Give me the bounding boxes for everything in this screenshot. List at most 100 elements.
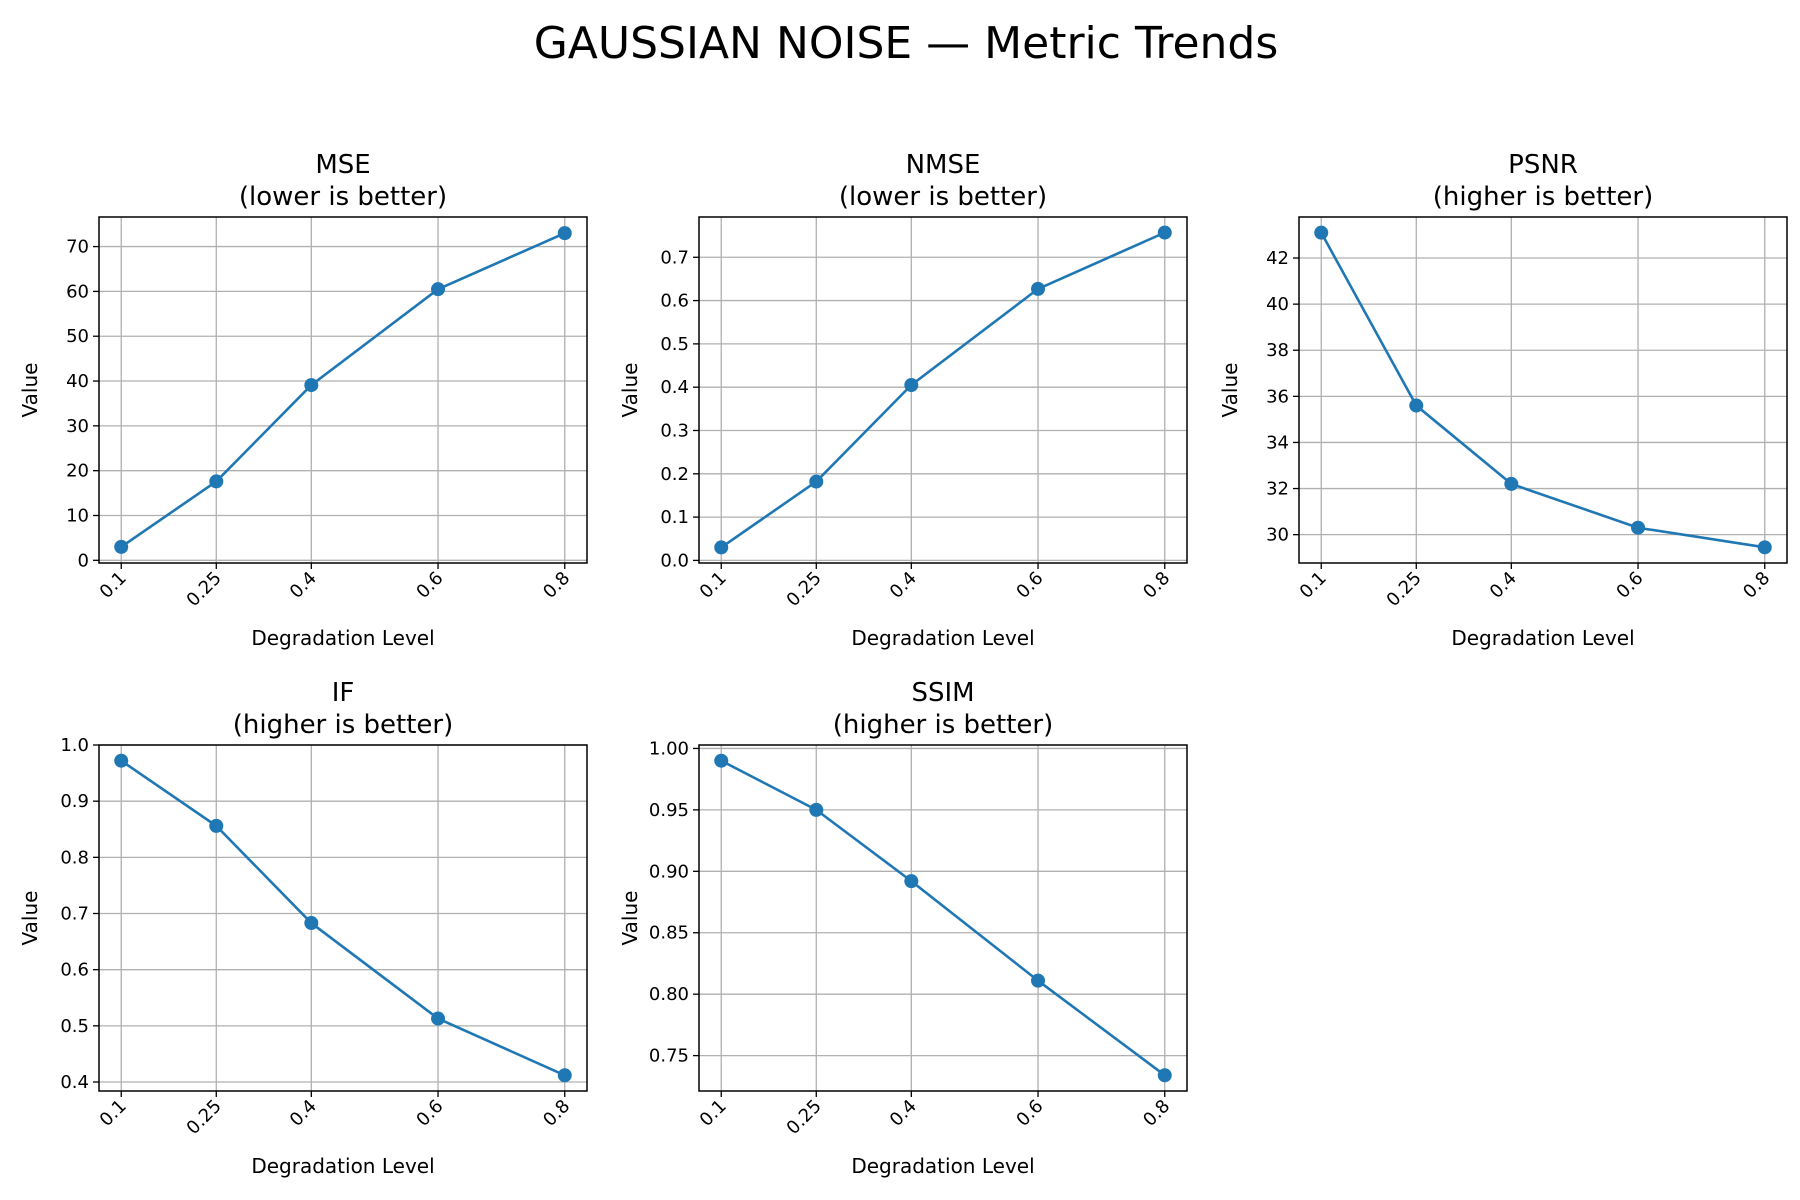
y-tick-label: 30 [66,416,89,437]
panel-title-line: (lower is better) [839,182,1047,212]
y-tick-label: 0.5 [660,334,689,355]
data-point [431,1011,446,1026]
y-tick-label: 1.00 [649,738,689,759]
x-axis-label: Degradation Level [851,1154,1034,1178]
data-point [1504,476,1519,491]
series-line-ssim [720,759,1166,1077]
y-axis-label: Value [618,891,642,946]
x-tick-label: 0.8 [1739,568,1774,603]
y-tick-label: 0.9 [60,791,89,812]
x-tick-label: 0.6 [412,1096,447,1131]
x-tick-label: 0.8 [1139,568,1174,603]
y-tick-label: 0.8 [60,847,89,868]
x-tick-label: 0.4 [286,1096,321,1131]
x-tick-label: 0.25 [1383,568,1426,611]
panel-title-if: IF (higher is better) [233,678,454,740]
panel-if: IF (higher is better) 0.4 0.5 0.6 0.7 0.8 0.9 1.… [18,678,588,1178]
x-tick-label: 0.1 [696,568,731,603]
data-point [1157,1068,1172,1083]
x-axis-label: Degradation Level [851,626,1034,650]
x-tick-label: 0.6 [1012,1096,1047,1131]
x-tick-label: 0.1 [96,1096,131,1131]
y-tick-label: 0.1 [660,507,689,528]
x-tick-label: 0.25 [183,1096,226,1139]
panel-title-line: MSE [315,150,370,180]
y-tick-label: 1.0 [60,735,89,756]
data-point [714,540,729,555]
y-tick-label: 30 [1266,525,1289,546]
series-line-psnr [1320,232,1765,549]
y-axis-label: Value [18,891,42,946]
data-point [114,753,129,768]
y-tick-label: 34 [1266,432,1289,453]
x-tick-label: 0.6 [412,568,447,603]
x-tick-label: 0.1 [96,568,131,603]
y-tick-label: 0.4 [660,377,689,398]
panel-title-mse: MSE (lower is better) [239,150,447,212]
panel-title-line: (higher is better) [833,710,1054,740]
data-point [209,818,224,833]
panel-title-line: (higher is better) [233,710,454,740]
axes-frame [698,744,1188,1092]
y-tick-label: 0.2 [660,464,689,485]
y-tick-label: 40 [66,371,89,392]
data-point [1314,225,1329,240]
data-point [304,378,319,393]
y-tick-label: 38 [1266,340,1289,361]
panel-ssim: SSIM (higher is better) 0.75 0.80 0.85 0.90 0.… [618,678,1188,1178]
panel-title-line: (higher is better) [1433,182,1654,212]
y-tick-label: 0.85 [649,923,689,944]
x-axis-label: Degradation Level [251,1154,434,1178]
panel-title-psnr: PSNR (higher is better) [1433,150,1654,212]
data-point [1409,398,1424,413]
y-tick-label: 42 [1266,248,1289,269]
data-point [557,1068,572,1083]
data-point [809,474,824,489]
data-point [431,282,446,297]
x-tick-label: 0.1 [1296,568,1331,603]
x-tick-label: 0.25 [783,1096,826,1139]
x-axis-label: Degradation Level [251,626,434,650]
x-tick-label: 0.4 [286,568,321,603]
y-axis-label: Value [18,363,42,418]
data-point [809,802,824,817]
y-tick-label: 0.7 [660,247,689,268]
y-tick-label: 36 [1266,386,1289,407]
x-tick-label: 0.25 [783,568,826,611]
panel-title-line: PSNR [1508,150,1578,180]
x-tick-label: 0.8 [1139,1096,1174,1131]
x-tick-label: 0.4 [886,568,921,603]
x-tick-label: 0.4 [1486,568,1521,603]
y-tick-label: 0.0 [660,550,689,571]
data-point [1631,520,1646,535]
axes-frame [98,216,588,564]
axes-frame [698,216,1188,564]
data-point [1031,973,1046,988]
y-tick-label: 32 [1266,479,1289,500]
figure-title: GAUSSIAN NOISE — Metric Trends [534,18,1279,69]
panel-nmse: NMSE (lower is better) 0.0 0.1 0.2 0.3 0.4 0.5 0… [618,150,1188,650]
series-line-mse [120,231,566,548]
panel-title-nmse: NMSE (lower is better) [839,150,1047,212]
axes-frame [98,744,588,1092]
y-tick-label: 40 [1266,294,1289,315]
y-tick-label: 0.6 [660,291,689,312]
data-point [714,753,729,768]
x-tick-label: 0.8 [539,1096,574,1131]
y-tick-label: 0 [78,550,89,571]
y-tick-label: 0.3 [660,420,689,441]
series-line-nmse [720,231,1166,549]
x-axis-label: Degradation Level [1451,626,1634,650]
y-tick-label: 0.6 [60,960,89,981]
x-tick-label: 0.8 [539,568,574,603]
y-tick-label: 0.5 [60,1016,89,1037]
data-point [904,378,919,393]
y-axis-label: Value [1218,363,1242,418]
y-tick-label: 20 [66,461,89,482]
data-point [557,226,572,241]
y-tick-label: 0.7 [60,904,89,925]
y-tick-label: 0.4 [60,1072,89,1093]
y-tick-label: 0.75 [649,1046,689,1067]
panel-title-line: SSIM [911,678,974,708]
